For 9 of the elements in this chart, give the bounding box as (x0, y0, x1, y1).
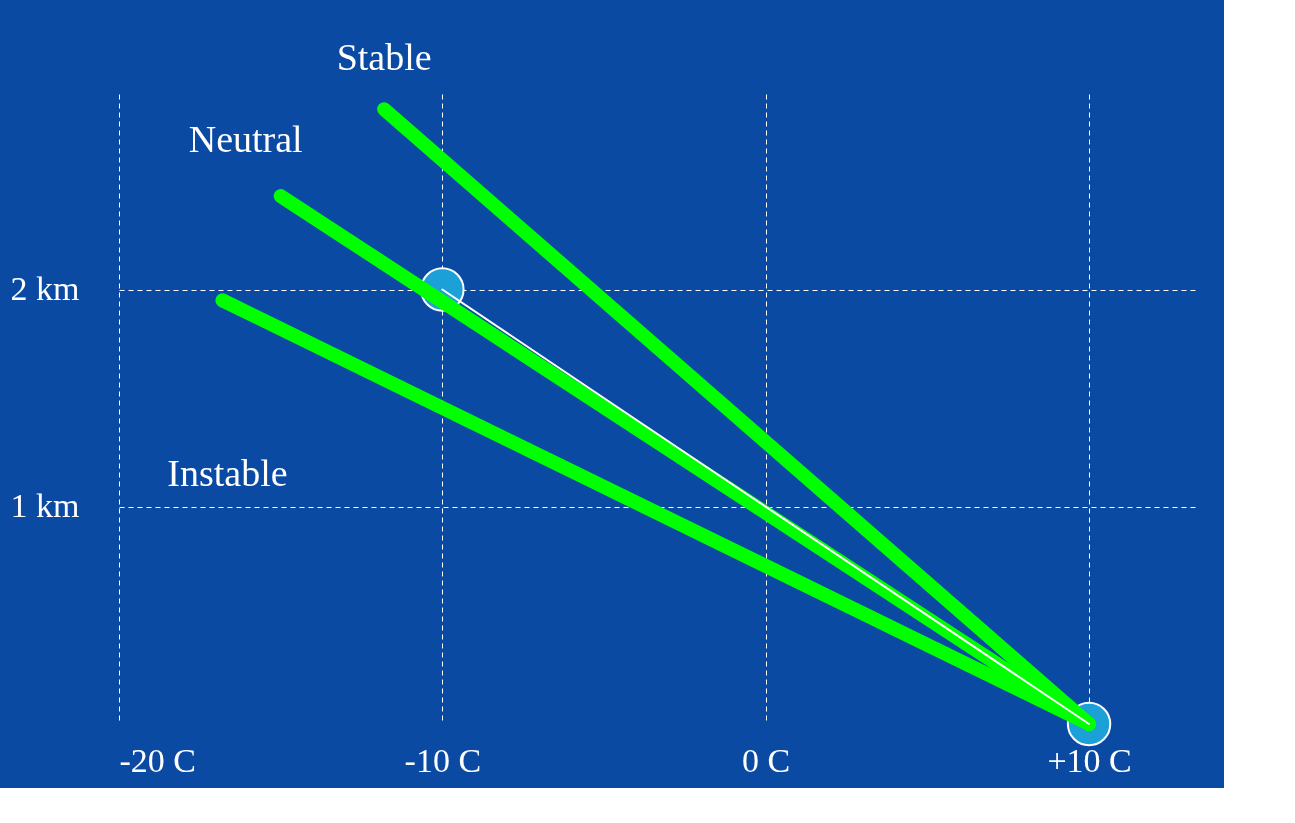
series-label: Stable (336, 36, 432, 79)
x-tick-label: +10 C (1047, 741, 1132, 779)
x-tick-label: 0 C (742, 741, 791, 779)
y-tick-label: 2 km (10, 270, 80, 308)
y-tick-label: 1 km (10, 487, 80, 525)
text: Instable (167, 452, 288, 495)
x-tick-label: -20 C (119, 741, 196, 779)
x-tick-label: -10 C (404, 741, 482, 779)
series-label: Neutral (188, 118, 303, 161)
